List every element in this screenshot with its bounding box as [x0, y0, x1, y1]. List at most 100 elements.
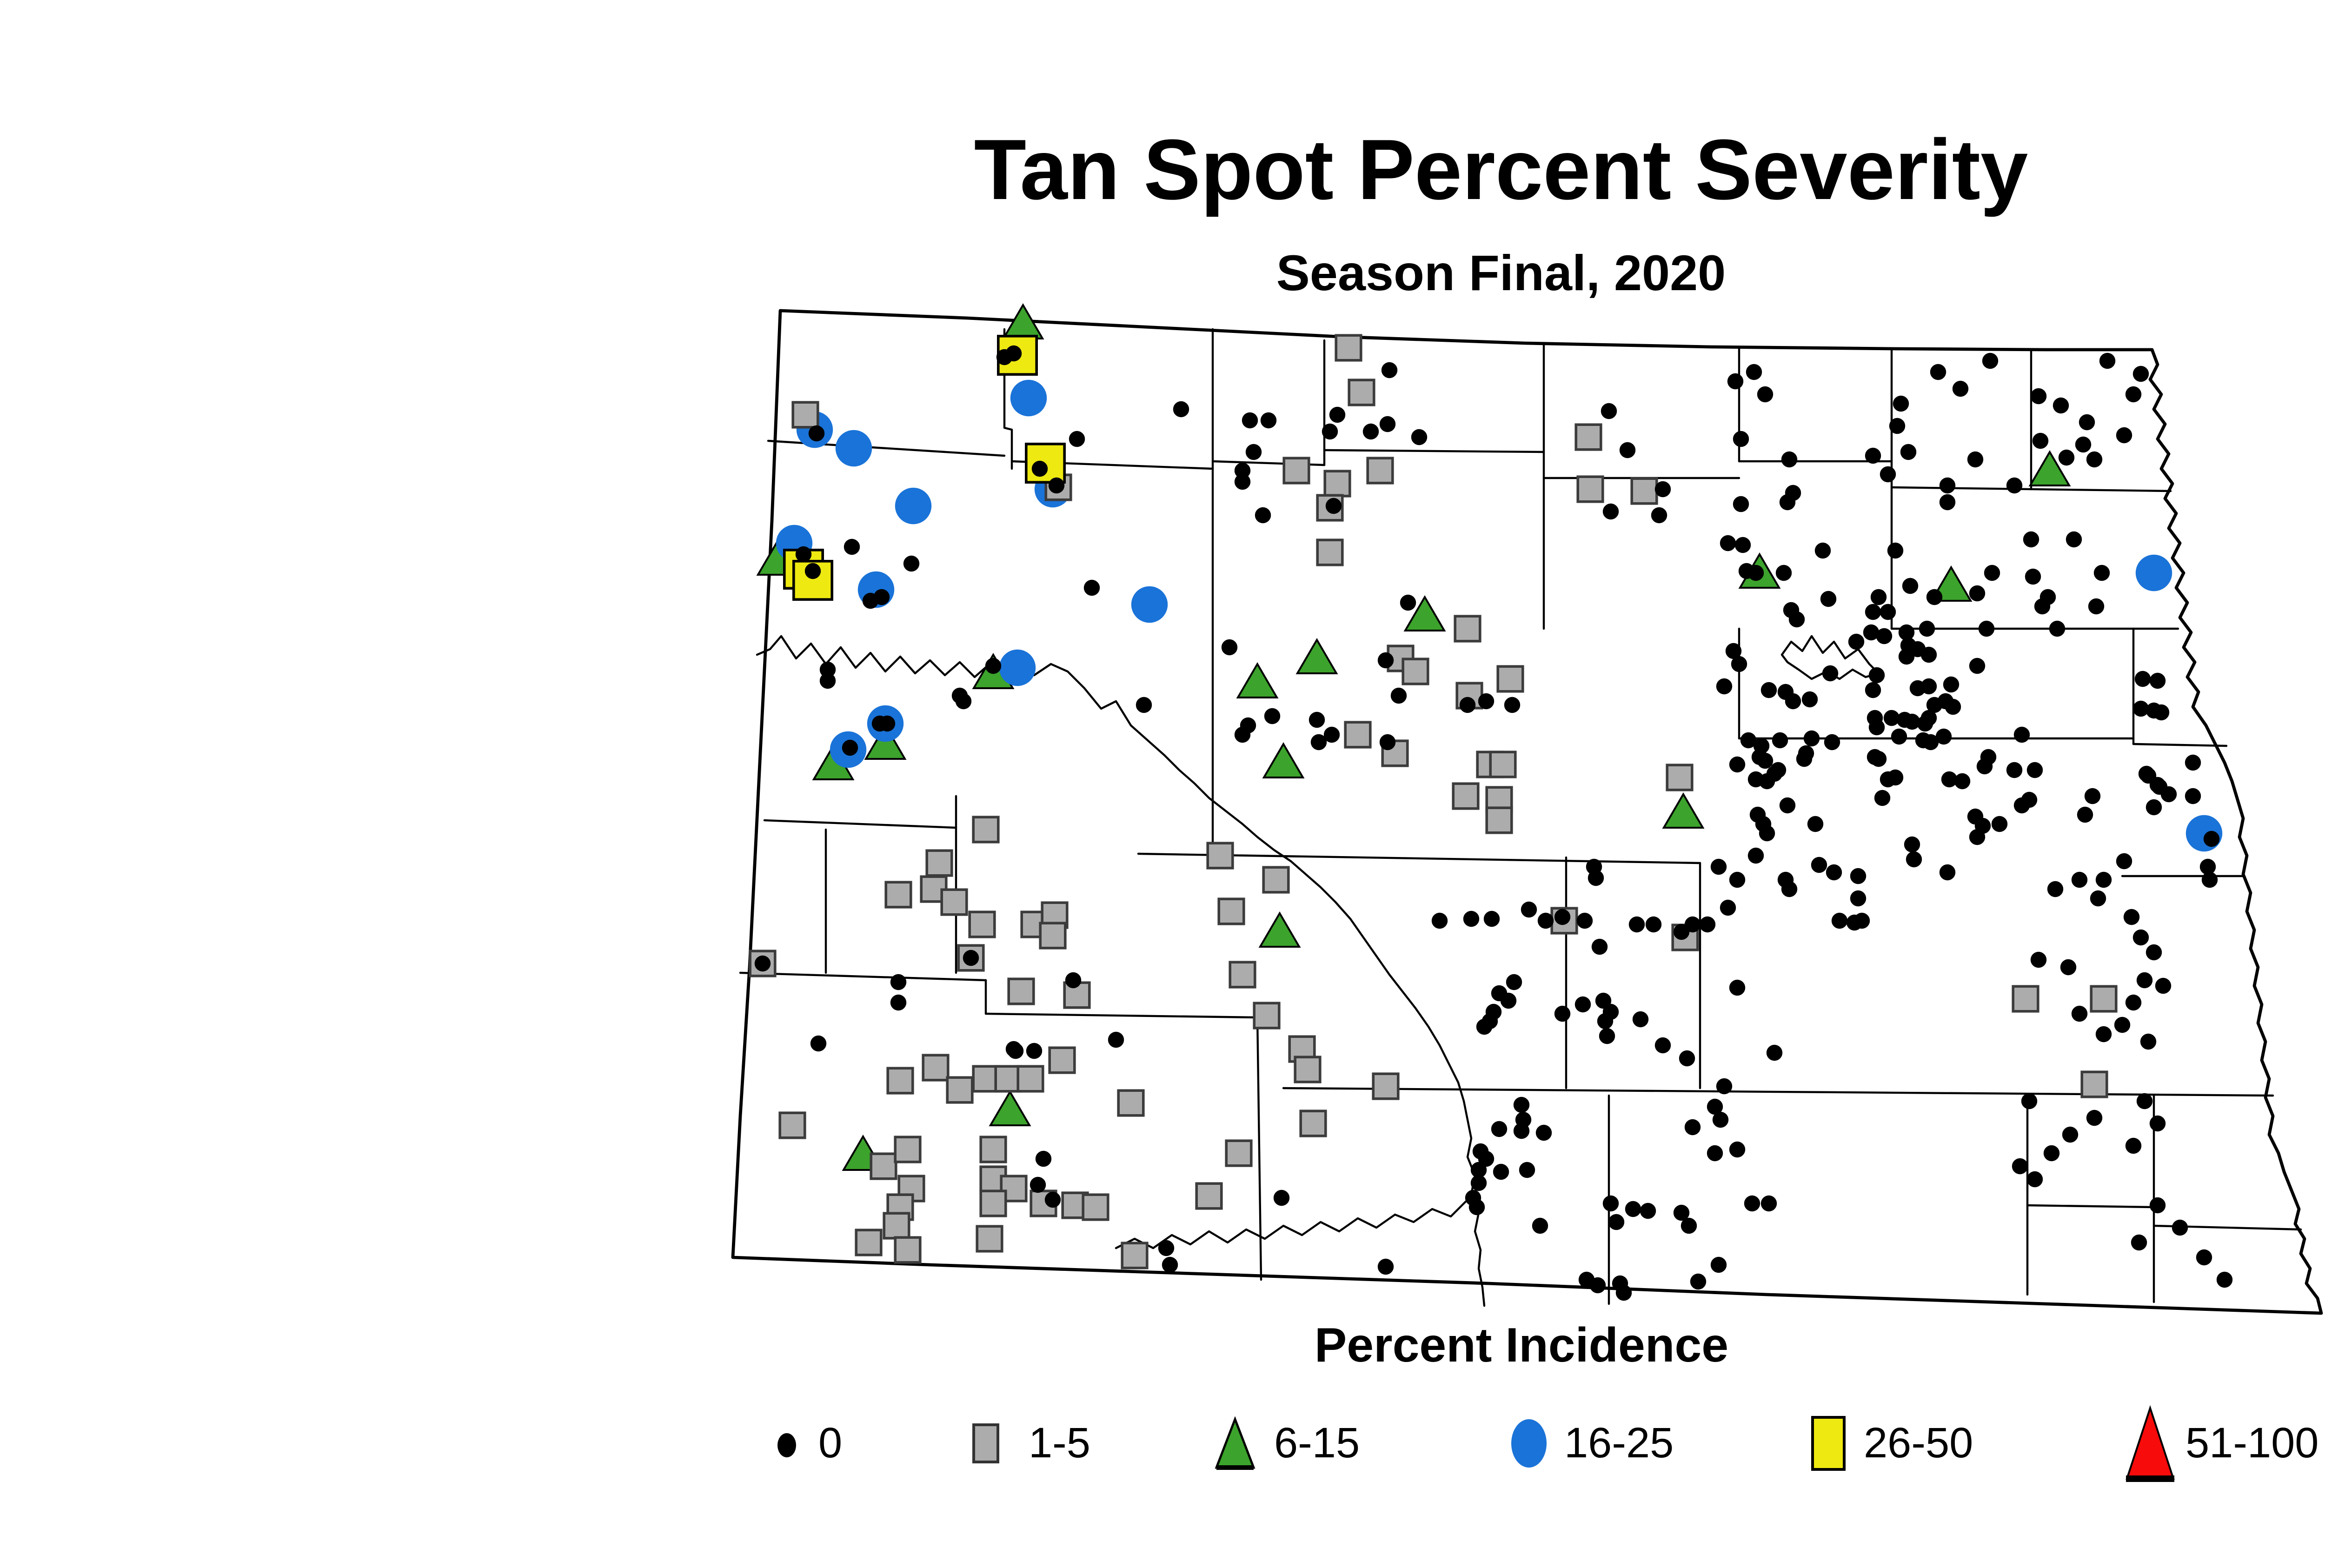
- legend-label-1-5: 1-5: [1029, 1418, 1090, 1467]
- legend-label-51-100: 51-100: [2186, 1418, 2319, 1467]
- map-point-0: [1031, 460, 1048, 477]
- map-point-0: [1935, 728, 1952, 745]
- map-point-0: [808, 425, 825, 442]
- map-point-0: [2146, 944, 2162, 961]
- map-point-0: [1781, 451, 1798, 468]
- map-point-0: [1255, 507, 1271, 524]
- map-point-0: [1470, 1162, 1487, 1178]
- map-point-1-5: [1229, 961, 1256, 989]
- map-point-0: [1945, 698, 1961, 715]
- map-point-0: [1751, 749, 1768, 765]
- map-point-0: [844, 538, 860, 555]
- map-point-1-5: [883, 1212, 910, 1240]
- map-point-0: [1954, 773, 1971, 790]
- map-point-0: [1173, 401, 1189, 418]
- map-point-0: [2203, 831, 2220, 847]
- map-point-0: [2125, 386, 2142, 403]
- map-point-0: [1309, 711, 1325, 728]
- map-point-0: [1684, 1119, 1701, 1136]
- map-point-6-15: [1258, 911, 1301, 948]
- map-point-0: [1478, 693, 1495, 710]
- map-point-0: [1744, 1195, 1760, 1212]
- map-point-0: [2095, 871, 2112, 888]
- map-point-0: [2123, 909, 2140, 925]
- map-point-1-5: [1195, 1182, 1223, 1210]
- map-point-0: [2153, 704, 2170, 721]
- map-point-0: [1939, 494, 1956, 511]
- map-point-0: [2095, 1026, 2112, 1043]
- map-point-0: [955, 693, 972, 710]
- map-point-0: [1868, 667, 1885, 684]
- map-point-0: [1779, 494, 1796, 511]
- map-point-0: [1759, 773, 1775, 790]
- map-point-0: [2199, 858, 2216, 875]
- map-point-1-5: [1452, 782, 1480, 810]
- map-point-0: [1781, 881, 1798, 897]
- map-point-0: [1048, 477, 1065, 494]
- map-point-0: [1820, 591, 1837, 607]
- map-point-0: [1733, 496, 1749, 512]
- map-point-0: [1044, 1191, 1061, 1208]
- legend-marker-51-100: [2126, 1405, 2175, 1482]
- map-point-0: [2030, 951, 2047, 968]
- map-point-0: [1628, 916, 1645, 933]
- map-point-1-5: [1253, 1002, 1281, 1030]
- map-point-0: [2030, 388, 2047, 405]
- map-point-0: [1919, 620, 1935, 637]
- map-point-0: [2201, 871, 2218, 888]
- map-point-0: [1731, 656, 1747, 672]
- map-point-0: [1651, 507, 1667, 524]
- map-point-1-5: [1039, 922, 1067, 950]
- map-point-0: [1377, 652, 1394, 669]
- map-point-0: [1920, 646, 1937, 663]
- map-point-0: [1377, 1258, 1394, 1275]
- map-point-0: [1310, 734, 1327, 751]
- legend-title: Percent Incidence: [1314, 1317, 1729, 1373]
- map-point-0: [1803, 730, 1820, 747]
- map-point-0: [1325, 498, 1342, 514]
- map-boundaries: [731, 309, 2323, 1315]
- map-point-0: [1712, 1111, 1729, 1128]
- legend-marker-26-50: [1811, 1416, 1846, 1471]
- black-dots: [754, 345, 2233, 1301]
- map-point-0: [1654, 481, 1671, 498]
- map-point-0: [1162, 1256, 1178, 1273]
- map-point-0: [1902, 578, 1919, 594]
- map-point-16-25: [1131, 586, 1168, 623]
- legend-label-0: 0: [818, 1418, 843, 1467]
- map-point-0: [1519, 1162, 1535, 1178]
- map-point-1-5: [884, 881, 912, 909]
- map-point-0: [1362, 423, 1379, 440]
- map-point-0: [2132, 700, 2149, 717]
- map-point-0: [1779, 797, 1796, 814]
- map-point-0: [1589, 1277, 1606, 1294]
- map-point-0: [1883, 710, 1900, 726]
- map-point-0: [2116, 853, 2132, 870]
- map-point-0: [1831, 912, 1848, 929]
- map-point-0: [1740, 732, 1757, 749]
- map-point-0: [1729, 979, 1746, 996]
- map-point-0: [1690, 1273, 1707, 1290]
- map-point-0: [1729, 871, 1746, 888]
- map-point-0: [1576, 912, 1593, 929]
- map-point-1-5: [1217, 897, 1245, 925]
- map-point-0: [1941, 771, 1958, 788]
- map-point-0: [1984, 565, 2000, 581]
- map-point-0: [2099, 352, 2116, 369]
- map-point-16-25: [999, 649, 1036, 686]
- map-point-0: [1710, 858, 1727, 875]
- map-point-0: [903, 555, 920, 572]
- map-point-0: [1599, 1028, 1615, 1044]
- map-point-0: [1476, 1018, 1493, 1035]
- map-point-1-5: [940, 888, 968, 916]
- map-point-0: [1221, 639, 1238, 656]
- map-point-0: [1930, 364, 1946, 380]
- map-point-0: [1969, 829, 1986, 845]
- map-point-0: [1615, 1284, 1632, 1301]
- yellow-squares: [783, 334, 1066, 601]
- map-point-0: [1463, 910, 1480, 927]
- map-point-0: [1513, 1096, 1530, 1113]
- map-point-0: [2066, 531, 2082, 548]
- map-point-0: [1602, 1195, 1619, 1212]
- map-point-0: [1747, 565, 1764, 581]
